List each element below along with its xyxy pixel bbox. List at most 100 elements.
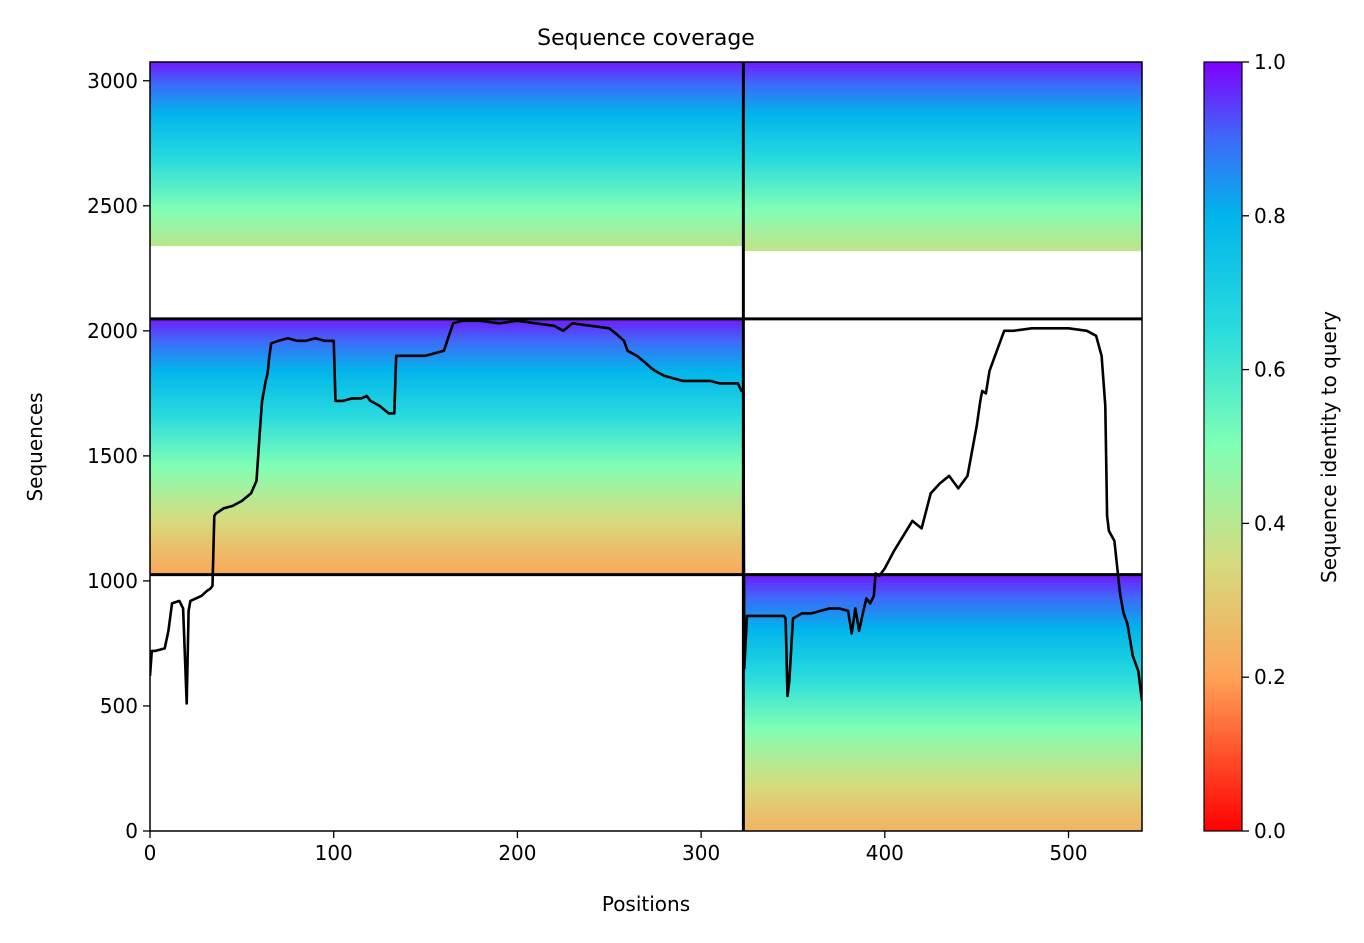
coverage-row [150,376,744,380]
coverage-row [150,427,744,431]
coverage-row [150,188,744,193]
coverage-row [150,68,744,73]
coverage-row [743,674,1142,679]
coverage-row [743,145,1142,150]
coverage-row [150,221,744,226]
coverage-row [150,481,744,485]
coverage-row [743,824,1142,829]
coverage-row [743,650,1142,655]
coverage-row [150,86,744,91]
coverage-row [743,791,1142,796]
coverage-row [743,800,1142,805]
coverage-row [150,227,744,232]
coverage-row [743,620,1142,625]
coverage-row [150,514,744,518]
coverage-row [743,641,1142,646]
coverage-row [150,388,744,392]
x-tick-label: 0 [144,841,157,865]
coverage-row [150,116,744,121]
coverage-row [743,809,1142,814]
coverage-row [150,475,744,479]
coverage-row [743,136,1142,141]
coverage-row [743,575,1142,580]
coverage-row [743,178,1142,183]
colorbar-label: Sequence identity to query [1317,311,1341,583]
coverage-row [743,64,1142,69]
coverage-row [743,193,1142,198]
coverage-row [150,319,744,323]
colorbar-tick-label: 0.8 [1254,204,1286,228]
coverage-row [743,671,1142,676]
coverage-row [150,559,744,563]
coverage-row [743,788,1142,793]
coverage-row [150,110,744,115]
coverage-row [743,683,1142,688]
coverage-row [743,94,1142,99]
coverage-row [743,629,1142,634]
coverage-row [743,217,1142,222]
coverage-row [150,385,744,389]
coverage-row [150,424,744,428]
coverage-row [150,532,744,536]
coverage-row [150,71,744,76]
coverage-row [150,463,744,467]
coverage-row [743,761,1142,766]
coverage-row [743,184,1142,189]
coverage-row [150,361,744,365]
coverage-row [150,125,744,130]
coverage-blocks [150,62,1142,831]
y-axis: 0 500 1000 1500 2000 2500 3000 [87,69,150,843]
coverage-row [743,241,1142,246]
coverage-row [743,151,1142,156]
coverage-row [743,190,1142,195]
coverage-row [743,662,1142,667]
coverage-row [150,520,744,524]
coverage-row [150,143,744,148]
coverage-row [150,200,744,205]
y-tick-label: 2000 [87,319,138,343]
coverage-row [743,773,1142,778]
coverage-row [743,244,1142,249]
coverage-row [743,746,1142,751]
coverage-row [150,379,744,383]
coverage-row [743,103,1142,108]
coverage-row [743,665,1142,670]
coverage-row [743,722,1142,727]
coverage-row [743,100,1142,105]
coverage-row [150,224,744,229]
coverage-row [150,478,744,482]
coverage-row [743,581,1142,586]
coverage-row [743,599,1142,604]
coverage-row [743,710,1142,715]
coverage-row [150,412,744,416]
coverage-row [150,562,744,566]
coverage-row [150,104,744,109]
coverage-row [743,725,1142,730]
coverage-row [743,764,1142,769]
colorbar-tick-label: 1.0 [1254,50,1286,74]
coverage-row [150,95,744,100]
y-tick-label: 0 [125,819,138,843]
coverage-row [150,550,744,554]
coverage-row [150,484,744,488]
coverage-row [743,590,1142,595]
coverage-row [150,466,744,470]
coverage-row [743,160,1142,165]
coverage-row [150,101,744,106]
coverage-row [743,704,1142,709]
coverage-row [743,785,1142,790]
coverage-row [743,716,1142,721]
coverage-row [743,776,1142,781]
coverage-row [150,176,744,181]
coverage-row [743,743,1142,748]
coverage-row [743,758,1142,763]
coverage-row [150,457,744,461]
coverage-row [150,415,744,419]
coverage-row [150,107,744,112]
coverage-row [150,487,744,491]
coverage-row [150,328,744,332]
coverage-row [150,349,744,353]
coverage-row [150,164,744,169]
coverage-row [150,134,744,139]
